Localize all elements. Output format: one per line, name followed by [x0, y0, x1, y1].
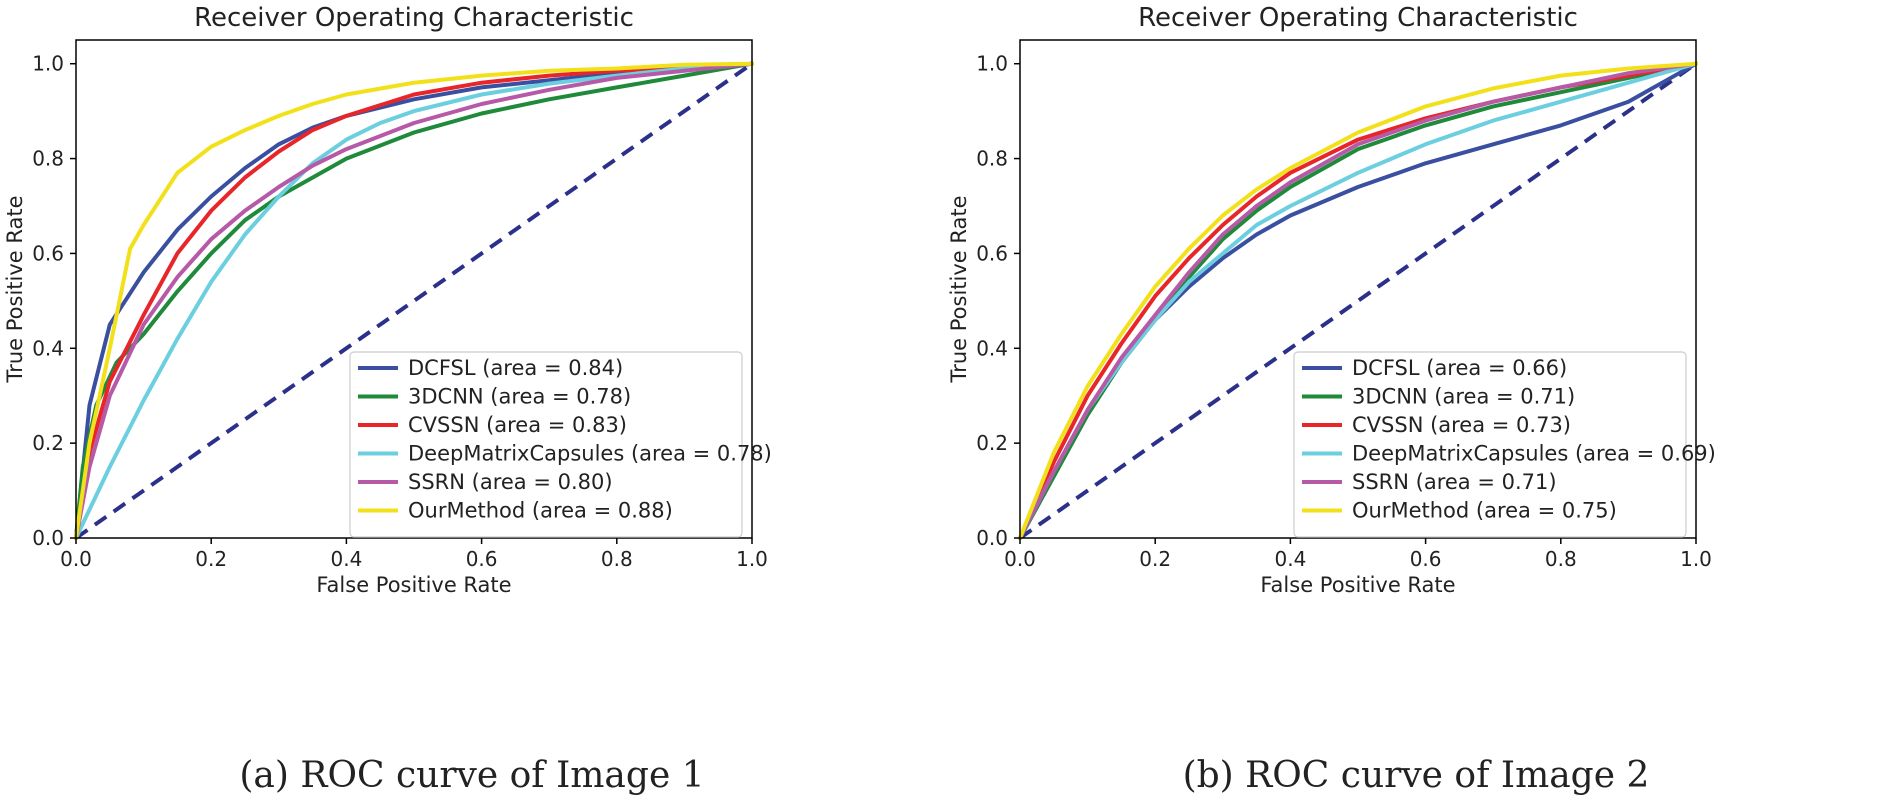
legend-entry: SSRN (area = 0.80) [408, 470, 613, 494]
panel-b: Receiver Operating Characteristic 0.0 0.2 0… [944, 0, 1888, 808]
y-axis-label: True Positive Rate [947, 195, 971, 383]
x-tick-label: 0.8 [601, 547, 633, 571]
series-line-3dcnn [74, 61, 754, 540]
x-axis-label: False Positive Rate [316, 573, 511, 597]
y-tick-label: 0.2 [32, 431, 64, 455]
x-tick-label: 1.0 [1680, 547, 1712, 571]
y-tick-label: 1.0 [32, 52, 64, 76]
legend-box [349, 351, 743, 538]
legend-box [1293, 351, 1687, 538]
y-tick-label: 0.8 [976, 147, 1008, 171]
y-tick-label: 0.0 [32, 526, 64, 550]
y-tick-label: 1.0 [976, 52, 1008, 76]
legend-entry: DCFSL (area = 0.84) [408, 356, 623, 380]
legend-entry: 3DCNN (area = 0.78) [408, 385, 631, 409]
x-tick-label: 0.4 [1274, 547, 1306, 571]
y-tick-label: 0.0 [976, 526, 1008, 550]
roc-chart-b: Receiver Operating Characteristic 0.0 0.2 0… [947, 3, 1716, 597]
series-line-ssrn [74, 61, 754, 540]
legend-entry: SSRN (area = 0.71) [1352, 470, 1557, 494]
panel-a: Receiver Operating Characteristic 0.0 0.2 0… [0, 0, 944, 808]
legend: DCFSL (area = 0.66) 3DCNN (area = 0.71) CV… [1293, 351, 1716, 538]
x-axis-label: False Positive Rate [1260, 573, 1455, 597]
legend-entry: CVSSN (area = 0.73) [1352, 413, 1571, 437]
caption-a: (a) ROC curve of Image 1 [239, 755, 705, 796]
chart-title: Receiver Operating Characteristic [1138, 3, 1578, 33]
y-axis-label: True Positive Rate [3, 195, 27, 383]
legend-entry: DeepMatrixCapsules (area = 0.78) [408, 442, 772, 466]
legend-entry: DCFSL (area = 0.66) [1352, 356, 1567, 380]
y-tick-label: 0.2 [976, 431, 1008, 455]
x-tick-label: 0.4 [330, 547, 362, 571]
y-tick-label: 0.4 [976, 336, 1008, 360]
legend-entry: OurMethod (area = 0.75) [1352, 499, 1617, 523]
x-tick-label: 0.2 [1139, 547, 1171, 571]
x-tick-label: 0.0 [60, 547, 92, 571]
x-tick-label: 1.0 [736, 547, 768, 571]
legend-entry: 3DCNN (area = 0.71) [1352, 385, 1575, 409]
y-tick-label: 0.8 [32, 147, 64, 171]
series-line-cvssn [74, 61, 754, 540]
legend: DCFSL (area = 0.84) 3DCNN (area = 0.78) CV… [349, 351, 772, 538]
series-line-ourmethod [74, 61, 754, 540]
plot-frame [1019, 39, 1697, 539]
series-line-dcfsl [74, 61, 754, 540]
series-line-deepmatrixcapsules [74, 61, 754, 540]
x-tick-label: 0.0 [1004, 547, 1036, 571]
x-tick-label: 0.2 [195, 547, 227, 571]
y-tick-label: 0.4 [32, 336, 64, 360]
x-tick-label: 0.8 [1545, 547, 1577, 571]
y-tick-label: 0.6 [976, 241, 1008, 265]
plot-frame [75, 39, 753, 539]
series-line-ourmethod [1018, 61, 1698, 540]
legend-entry: OurMethod (area = 0.88) [408, 499, 673, 523]
x-tick-label: 0.6 [466, 547, 498, 571]
legend-entry: DeepMatrixCapsules (area = 0.69) [1352, 442, 1716, 466]
roc-chart-a: Receiver Operating Characteristic 0.0 0.2 0… [3, 3, 772, 597]
x-tick-label: 0.6 [1410, 547, 1442, 571]
chart-title: Receiver Operating Characteristic [194, 3, 634, 33]
series-line-ssrn [1018, 61, 1698, 540]
caption-b: (b) ROC curve of Image 2 [1182, 755, 1650, 796]
y-tick-label: 0.6 [32, 241, 64, 265]
legend-entry: CVSSN (area = 0.83) [408, 413, 627, 437]
